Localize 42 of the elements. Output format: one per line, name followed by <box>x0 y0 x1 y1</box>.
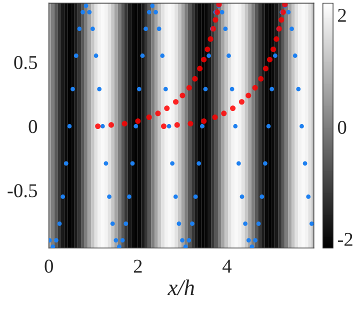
y-tick-label: 0 <box>28 120 38 134</box>
y-tick-label: -0.5 <box>8 184 37 198</box>
point <box>188 120 194 126</box>
point <box>146 114 152 120</box>
point <box>212 114 218 120</box>
color-bar-label: 0 <box>338 120 346 134</box>
point <box>208 36 214 42</box>
point <box>192 76 198 82</box>
point <box>174 122 180 128</box>
point <box>274 36 280 42</box>
x-tick-label: 0 <box>44 260 53 273</box>
x-axis-title: x/h <box>168 280 194 296</box>
point <box>270 46 276 52</box>
point <box>135 118 141 124</box>
point <box>238 99 244 105</box>
point <box>160 123 167 130</box>
point <box>230 106 236 112</box>
point <box>186 85 192 91</box>
point <box>252 85 258 91</box>
point <box>246 92 252 98</box>
point <box>258 76 264 82</box>
point <box>262 66 269 72</box>
point <box>201 118 207 124</box>
point <box>173 99 179 105</box>
point <box>204 46 210 52</box>
color-bar-label: 2 <box>338 8 346 22</box>
point <box>212 17 218 23</box>
color-bar-label: -2 <box>338 232 352 246</box>
point <box>201 56 207 62</box>
point <box>266 56 273 62</box>
x-tick-label: 4 <box>222 260 232 273</box>
x-tick-label: 2 <box>134 260 142 273</box>
point <box>155 110 161 116</box>
point <box>108 122 114 128</box>
point <box>197 66 203 72</box>
point <box>164 106 170 112</box>
point <box>122 120 128 126</box>
point <box>278 17 284 23</box>
point <box>221 110 227 116</box>
point <box>95 123 101 130</box>
y-tick-label: 0.5 <box>14 56 37 70</box>
point <box>180 92 186 98</box>
